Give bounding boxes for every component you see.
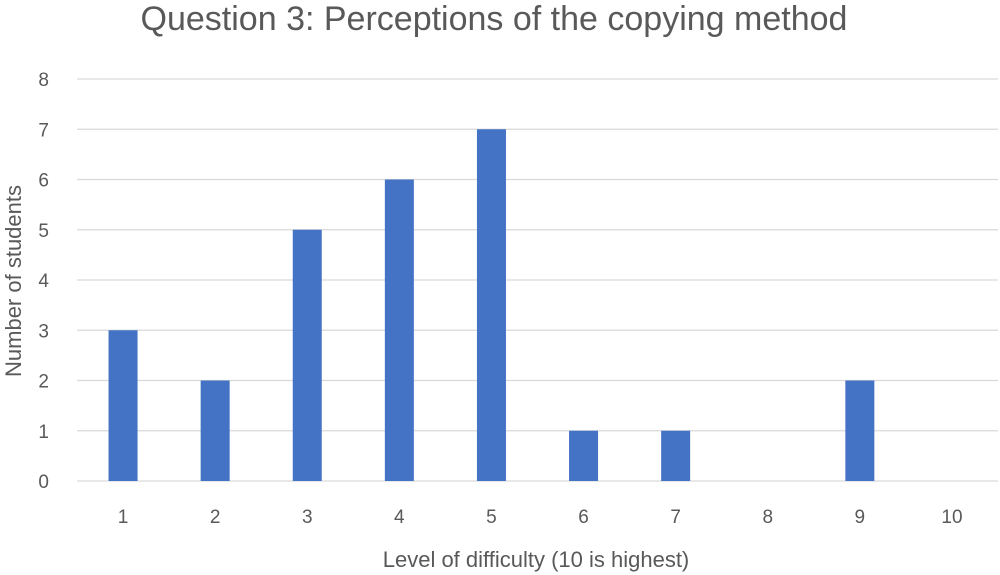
bars xyxy=(108,129,875,481)
x-tick-label: 1 xyxy=(118,507,129,528)
y-tick-label: 2 xyxy=(38,372,49,393)
x-axis-label: Level of difficulty (10 is highest) xyxy=(383,547,690,572)
x-tick-label: 9 xyxy=(855,507,866,528)
y-tick-labels: 0 1 2 3 4 5 6 7 8 xyxy=(38,70,49,493)
y-tick-label: 5 xyxy=(38,221,49,242)
x-tick-label: 10 xyxy=(941,507,962,528)
y-tick-label: 1 xyxy=(38,422,49,443)
bar xyxy=(292,229,322,481)
x-tick-label: 7 xyxy=(670,507,681,528)
bar xyxy=(384,179,414,481)
x-tick-labels: 1 2 3 4 5 6 7 8 9 10 xyxy=(118,507,963,528)
y-tick-label: 0 xyxy=(38,472,49,493)
bar xyxy=(200,380,230,481)
bar xyxy=(569,430,599,481)
y-tick-label: 7 xyxy=(38,120,49,141)
y-tick-label: 6 xyxy=(38,171,49,192)
chart-title: Question 3: Perceptions of the copying m… xyxy=(141,0,848,38)
y-tick-label: 4 xyxy=(38,271,49,292)
x-tick-label: 4 xyxy=(394,507,405,528)
bar xyxy=(661,430,691,481)
x-tick-label: 6 xyxy=(578,507,589,528)
x-tick-label: 3 xyxy=(302,507,313,528)
bar xyxy=(476,129,506,481)
x-tick-label: 5 xyxy=(486,507,497,528)
x-tick-label: 2 xyxy=(210,507,221,528)
gridlines xyxy=(77,78,998,482)
bar xyxy=(845,380,875,481)
x-tick-label: 8 xyxy=(762,507,773,528)
y-axis-label: Number of students xyxy=(1,185,26,377)
y-tick-label: 3 xyxy=(38,321,49,342)
bar xyxy=(108,330,138,481)
y-tick-label: 8 xyxy=(38,70,49,91)
